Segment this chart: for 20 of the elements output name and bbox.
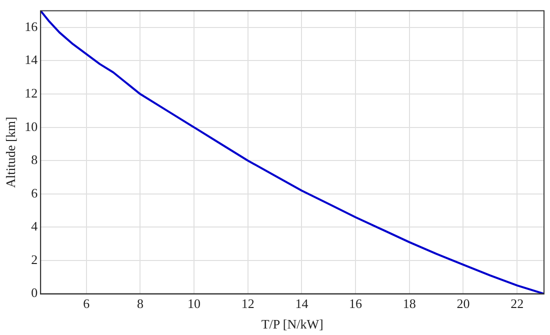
y-tick-label: 2 [31, 252, 38, 267]
x-tick-label: 10 [188, 296, 201, 312]
y-tick-label: 4 [31, 218, 38, 234]
y-axis-title: Altitude [km] [3, 116, 18, 188]
y-tick-label: 6 [31, 185, 38, 200]
x-tick-label: 16 [349, 296, 363, 312]
x-tick-label: 8 [136, 296, 144, 312]
y-tick-label: 8 [31, 152, 38, 168]
y-tick-label: 10 [24, 118, 38, 134]
x-axis-title: T/P [N/kW] [261, 316, 324, 332]
y-tick-label: 14 [24, 52, 38, 68]
y-tick-label: 0 [31, 285, 38, 300]
x-tick-label: 12 [241, 296, 254, 312]
x-tick-label: 6 [83, 296, 90, 312]
x-tick-label: 14 [295, 296, 309, 312]
x-tick-label: 20 [456, 296, 470, 312]
x-tick-label: 18 [402, 296, 416, 312]
y-tick-label: 16 [24, 18, 38, 34]
x-tick-label: 22 [510, 296, 524, 312]
y-tick-label: 12 [24, 85, 38, 100]
